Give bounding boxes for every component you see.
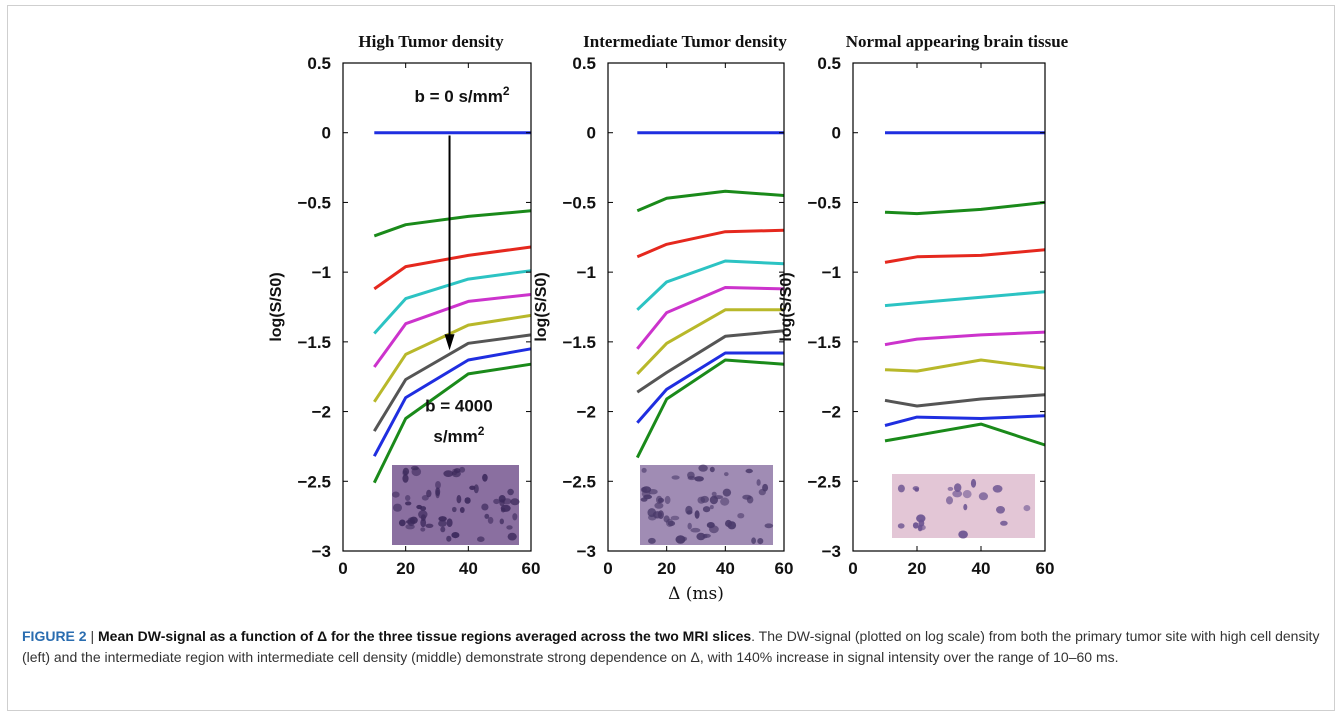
chart-panel-2: Intermediate Tumor density 0.5 0 −0.5 −1 −1.5… bbox=[533, 32, 793, 604]
series-line-6 bbox=[373, 313, 532, 403]
panel-title: High Tumor density bbox=[358, 32, 504, 51]
series-line-6 bbox=[884, 358, 1046, 373]
series-line-7 bbox=[636, 329, 785, 394]
x-tick-label: 20 bbox=[908, 559, 927, 578]
figure-frame bbox=[7, 5, 1335, 711]
x-tick-label: 40 bbox=[716, 559, 735, 578]
caption-figure-number: FIGURE 2 bbox=[22, 628, 87, 644]
plot-area bbox=[607, 62, 785, 552]
series-line-3 bbox=[636, 228, 785, 259]
y-tick-label: −2 bbox=[577, 403, 596, 422]
x-tick-label: 20 bbox=[657, 559, 676, 578]
y-tick-label: 0 bbox=[322, 124, 331, 143]
series-line-9 bbox=[635, 358, 785, 459]
histology-image-high bbox=[392, 465, 520, 545]
x-tick-label: 40 bbox=[972, 559, 991, 578]
series-line-3 bbox=[373, 245, 532, 291]
x-axis-label: Δ (ms) bbox=[668, 584, 724, 604]
y-tick-label: −3 bbox=[822, 542, 841, 561]
series-line-4 bbox=[636, 259, 785, 311]
plot-area bbox=[342, 62, 532, 552]
series-line-9 bbox=[372, 362, 532, 484]
series-line-2 bbox=[373, 209, 532, 238]
panel-title: Intermediate Tumor density bbox=[583, 32, 787, 51]
y-tick-label: −1.5 bbox=[807, 333, 841, 352]
y-tick-label: −2 bbox=[312, 403, 331, 422]
y-tick-label: −0.5 bbox=[562, 193, 596, 212]
y-tick-label: −2.5 bbox=[297, 472, 331, 491]
x-tick-label: 0 bbox=[338, 559, 347, 578]
y-tick-label: −2.5 bbox=[807, 472, 841, 491]
caption-separator: | bbox=[86, 628, 98, 644]
b-value-arrow bbox=[444, 135, 455, 351]
x-tick-label: 60 bbox=[522, 559, 541, 578]
annotation-label: s/mm2 bbox=[433, 424, 484, 446]
y-tick-label: −2.5 bbox=[562, 472, 596, 491]
panel-title: Normal appearing brain tissue bbox=[846, 32, 1069, 51]
x-tick-label: 0 bbox=[848, 559, 857, 578]
series-line-9 bbox=[884, 422, 1046, 447]
series-line-2 bbox=[884, 200, 1046, 216]
y-tick-label: −1 bbox=[822, 263, 841, 282]
annotation-label: b = 0 s/mm2 bbox=[415, 84, 510, 106]
x-tick-label: 20 bbox=[396, 559, 415, 578]
y-tick-label: −3 bbox=[312, 542, 331, 561]
y-axis-label: log(S/S0) bbox=[778, 272, 795, 341]
series-line-3 bbox=[884, 248, 1046, 264]
y-tick-label: 0.5 bbox=[307, 54, 331, 73]
series-line-7 bbox=[373, 333, 532, 432]
series-line-8 bbox=[884, 414, 1046, 427]
x-tick-label: 0 bbox=[603, 559, 612, 578]
caption-body: . The DW-signal (plotted on log scale) f… bbox=[22, 628, 1320, 665]
series-line-5 bbox=[884, 330, 1046, 347]
y-tick-label: −1 bbox=[312, 263, 331, 282]
figure-caption: FIGURE 2 | Mean DW-signal as a function … bbox=[22, 626, 1322, 668]
y-tick-label: −1.5 bbox=[297, 333, 331, 352]
series-line-2 bbox=[636, 189, 785, 213]
series-line-6 bbox=[636, 308, 784, 375]
y-tick-label: −0.5 bbox=[297, 193, 331, 212]
annotation-label: b = 4000 bbox=[425, 397, 493, 416]
y-tick-label: −1 bbox=[577, 263, 596, 282]
series-line-7 bbox=[884, 393, 1046, 408]
series-line-8 bbox=[636, 351, 784, 424]
y-tick-label: 0.5 bbox=[572, 54, 596, 73]
y-axis-label: log(S/S0) bbox=[533, 272, 550, 341]
histology-image-intermediate bbox=[640, 464, 774, 545]
y-tick-label: 0.5 bbox=[817, 54, 841, 73]
chart-panel-3: Normal appearing brain tissue 0.5 0 −0.5 −1 −… bbox=[778, 32, 1069, 578]
y-axis-label: log(S/S0) bbox=[268, 272, 285, 341]
x-tick-label: 60 bbox=[775, 559, 794, 578]
plot-area bbox=[852, 62, 1046, 552]
series-line-4 bbox=[884, 290, 1046, 308]
y-tick-label: −1.5 bbox=[562, 333, 596, 352]
y-tick-label: −2 bbox=[822, 403, 841, 422]
y-tick-label: 0 bbox=[832, 124, 841, 143]
y-tick-label: −0.5 bbox=[807, 193, 841, 212]
chart-panel-1: High Tumor density 0.5 0 −0.5 −1 −1.5 −2 −2.5 −3… bbox=[268, 32, 540, 578]
series-line-4 bbox=[373, 269, 532, 335]
series-line-5 bbox=[373, 293, 532, 368]
x-tick-label: 60 bbox=[1036, 559, 1055, 578]
series-line-8 bbox=[372, 347, 532, 457]
series-line-5 bbox=[636, 286, 785, 350]
x-tick-label: 40 bbox=[459, 559, 478, 578]
histology-image-normal bbox=[892, 474, 1035, 539]
y-tick-label: −3 bbox=[577, 542, 596, 561]
caption-title: Mean DW-signal as a function of Δ for th… bbox=[98, 628, 752, 644]
y-tick-label: 0 bbox=[587, 124, 596, 143]
